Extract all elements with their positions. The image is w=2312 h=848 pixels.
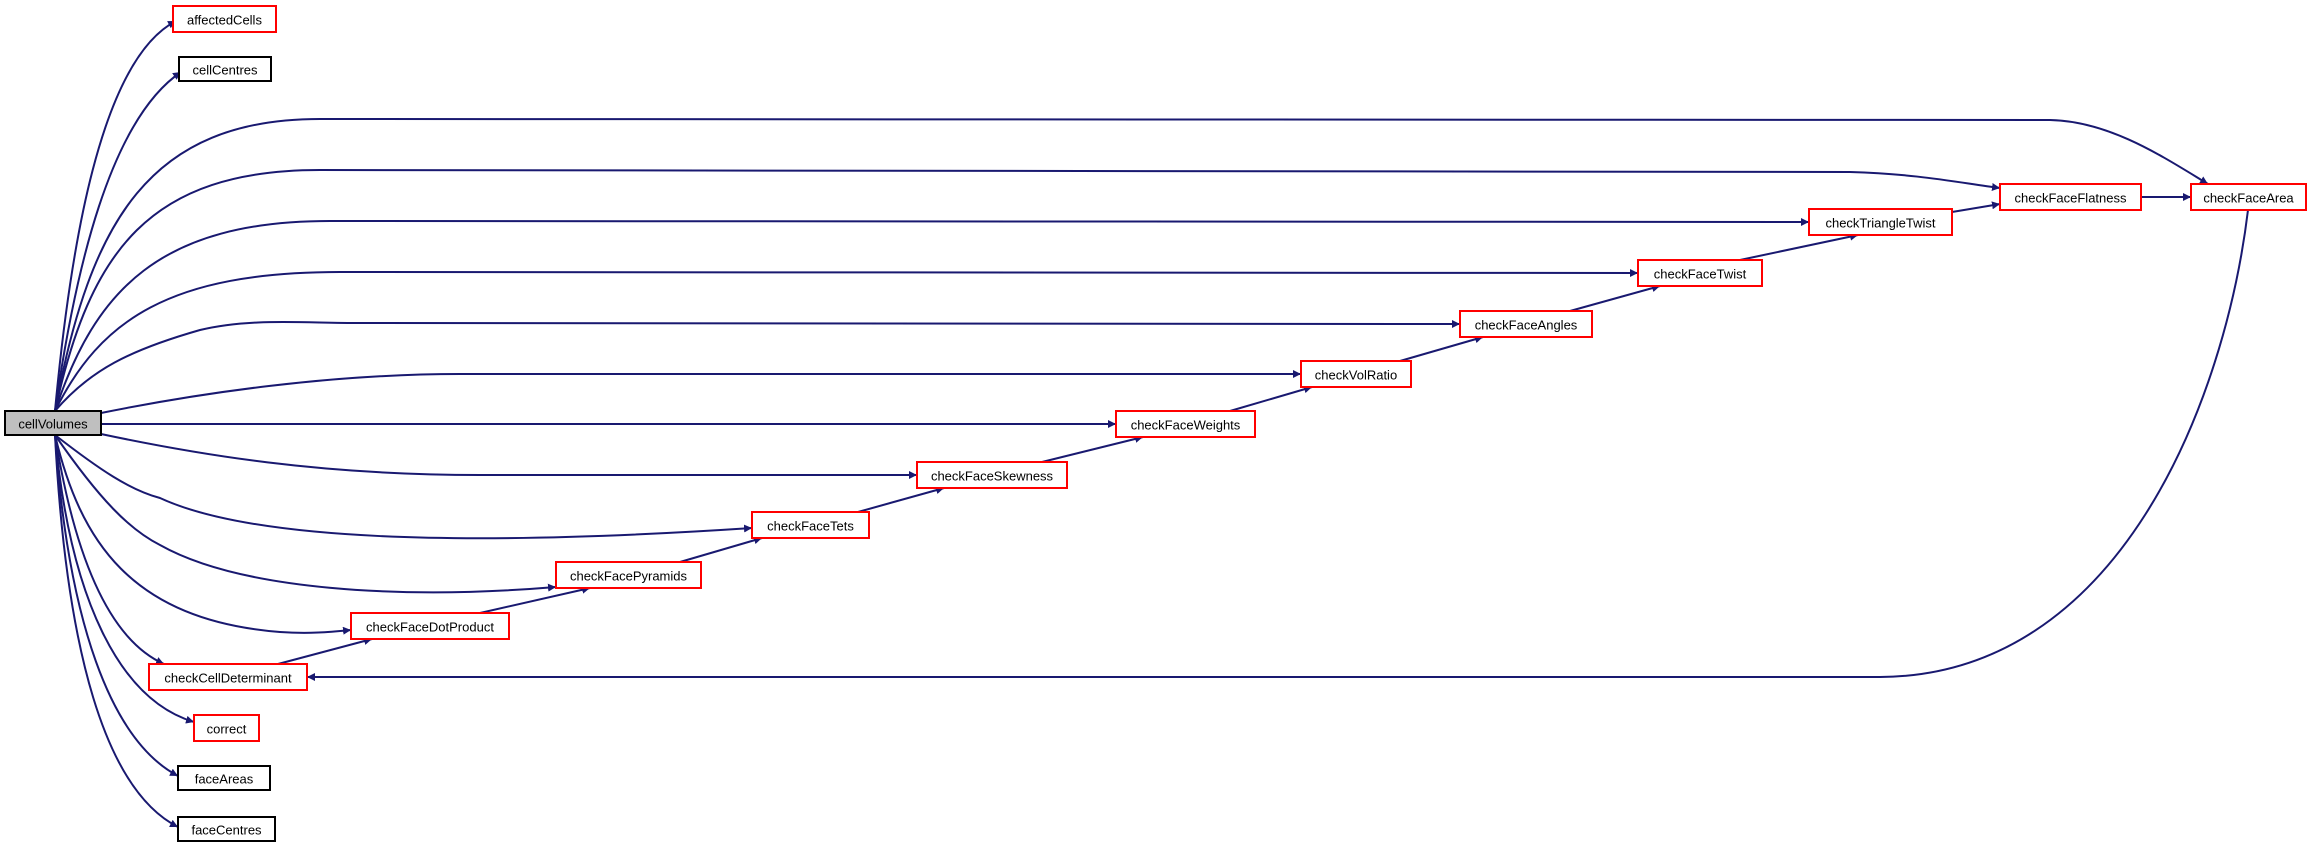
node-checkFaceFlatness[interactable]: checkFaceFlatness — [1999, 183, 2142, 211]
node-checkCellDeterminant[interactable]: checkCellDeterminant — [148, 663, 308, 691]
node-label: checkFaceFlatness — [2015, 191, 2127, 206]
node-box — [178, 56, 272, 82]
node-label: cellVolumes — [18, 417, 88, 432]
node-label: checkFaceTwist — [1654, 267, 1747, 282]
node-box — [4, 410, 102, 436]
node-label: faceCentres — [191, 823, 262, 838]
node-box — [172, 5, 277, 33]
node-label: checkFacePyramids — [570, 569, 688, 584]
graph-nodes: cellVolumes affectedCells cellCentres check… — [4, 5, 2307, 842]
node-label: checkVolRatio — [1315, 368, 1397, 383]
node-box — [193, 714, 260, 742]
edge-cellVolumes-to-cellCentres — [54, 71, 182, 412]
node-checkFacePyramids[interactable]: checkFacePyramids — [555, 561, 702, 589]
node-box — [555, 561, 702, 589]
node-checkTriangleTwist[interactable]: checkTriangleTwist — [1808, 208, 1953, 236]
node-label: checkFaceAngles — [1475, 318, 1578, 333]
node-label: checkFaceArea — [2203, 191, 2294, 206]
edge-checkFacePyramids-to-checkFaceTets — [679, 536, 763, 563]
node-checkFaceWeights[interactable]: checkFaceWeights — [1115, 410, 1256, 438]
node-box — [177, 816, 276, 842]
node-checkFaceDotProduct[interactable]: checkFaceDotProduct — [350, 612, 510, 640]
node-box — [1808, 208, 1953, 236]
edge-cellVolumes-to-affectedCells — [54, 20, 177, 412]
edge-cellVolumes-to-checkFaceTets — [54, 434, 753, 540]
node-checkFaceArea[interactable]: checkFaceArea — [2190, 183, 2307, 211]
edge-cellVolumes-to-checkCellDeterminant — [54, 434, 165, 665]
edge-cellVolumes-to-checkFaceAngles — [54, 319, 1461, 412]
edge-cellVolumes-to-checkTriangleTwist — [54, 217, 1810, 412]
edge-cellVolumes-to-faceCentres — [54, 434, 179, 828]
node-box — [350, 612, 510, 640]
edge-checkFaceDotProduct-to-checkFacePyramids — [479, 585, 591, 614]
edge-cellVolumes-to-checkFacePyramids — [54, 434, 557, 594]
node-box — [751, 511, 870, 539]
node-affectedCells[interactable]: affectedCells — [172, 5, 277, 33]
node-label: affectedCells — [187, 13, 262, 28]
node-label: checkTriangleTwist — [1825, 216, 1935, 231]
node-faceAreas: faceAreas — [177, 765, 271, 791]
edge-cellVolumes-to-checkFaceTwist — [54, 268, 1639, 412]
node-label: checkFaceTets — [767, 519, 854, 534]
node-label: cellCentres — [192, 63, 258, 78]
node-box — [148, 663, 308, 691]
node-box — [916, 461, 1068, 489]
edge-cellVolumes-to-checkFaceArea — [54, 117, 2209, 412]
edge-checkFaceAngles-to-checkFaceTwist — [1569, 284, 1661, 312]
edge-cellVolumes-to-checkVolRatio — [100, 370, 1301, 414]
edge-checkFaceSkewness-to-checkFaceWeights — [1041, 435, 1144, 463]
edge-checkFaceTets-to-checkFaceSkewness — [857, 486, 945, 513]
node-checkFaceAngles[interactable]: checkFaceAngles — [1459, 310, 1593, 338]
node-checkFaceTets[interactable]: checkFaceTets — [751, 511, 870, 539]
edge-cellVolumes-to-checkFaceSkewness — [100, 433, 917, 479]
node-label: checkCellDeterminant — [164, 671, 292, 686]
node-checkFaceTwist[interactable]: checkFaceTwist — [1637, 259, 1763, 287]
node-label: correct — [207, 722, 247, 737]
node-label: faceAreas — [195, 772, 254, 787]
node-box — [2190, 183, 2307, 211]
node-checkVolRatio[interactable]: checkVolRatio — [1300, 360, 1412, 388]
edge-cellVolumes-to-checkFaceFlatness — [54, 168, 2001, 412]
node-box — [1300, 360, 1412, 388]
node-box — [1459, 310, 1593, 338]
node-cellCentres: cellCentres — [178, 56, 272, 82]
edge-checkFaceTwist-to-checkTriangleTwist — [1739, 232, 1859, 261]
edge-checkTriangleTwist-to-checkFaceFlatness — [1951, 201, 2001, 213]
edge-checkCellDeterminant-to-checkFaceDotProduct — [277, 637, 373, 665]
node-label: checkFaceWeights — [1131, 418, 1241, 433]
edge-cellVolumes-to-checkFaceDotProduct — [54, 434, 352, 635]
node-label: checkFaceDotProduct — [366, 620, 494, 635]
node-box — [177, 765, 271, 791]
node-faceCentres: faceCentres — [177, 816, 276, 842]
node-correct[interactable]: correct — [193, 714, 260, 742]
node-cellVolumes: cellVolumes — [4, 410, 102, 436]
edge-checkFaceWeights-to-checkVolRatio — [1229, 385, 1313, 412]
node-box — [1637, 259, 1763, 287]
edge-checkVolRatio-to-checkFaceAngles — [1399, 335, 1484, 362]
call-edges — [54, 20, 2249, 828]
node-checkFaceSkewness[interactable]: checkFaceSkewness — [916, 461, 1068, 489]
edge-cellVolumes-to-faceAreas — [54, 434, 179, 777]
node-box — [1999, 183, 2142, 211]
edge-checkFaceArea-to-checkCellDeterminant — [307, 209, 2249, 681]
node-label: checkFaceSkewness — [931, 469, 1054, 484]
edge-cellVolumes-to-correct — [54, 434, 195, 724]
node-box — [1115, 410, 1256, 438]
